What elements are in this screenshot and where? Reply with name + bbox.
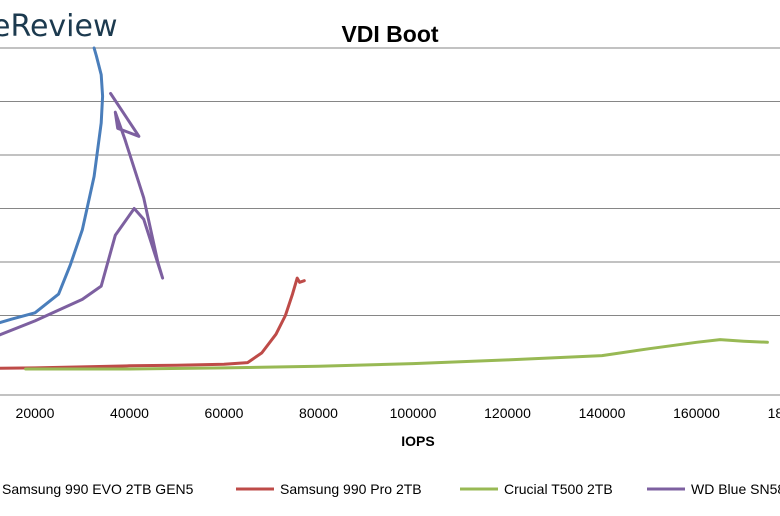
x-tick-label: 160000 bbox=[673, 405, 720, 421]
chart-title: VDI Boot bbox=[341, 21, 438, 47]
x-tick-label: 140000 bbox=[579, 405, 626, 421]
legend-label: WD Blue SN580 bbox=[691, 481, 780, 497]
legend-item-4: WD Blue SN580 bbox=[647, 481, 780, 497]
x-tick-label: 100000 bbox=[390, 405, 437, 421]
series-layer bbox=[0, 46, 769, 371]
series-line-2 bbox=[0, 276, 306, 370]
x-tick-label: 80000 bbox=[299, 405, 338, 421]
legend-item-1: Samsung 990 EVO 2TB GEN5 bbox=[2, 481, 194, 497]
legend-label: Samsung 990 EVO 2TB GEN5 bbox=[2, 481, 194, 497]
brand-logo-text: eReview bbox=[0, 9, 118, 44]
x-tick-label: 180000 bbox=[768, 405, 780, 421]
legend-item-2: Samsung 990 Pro 2TB bbox=[236, 481, 422, 497]
x-axis-label: IOPS bbox=[401, 433, 434, 449]
x-tick-label: 60000 bbox=[205, 405, 244, 421]
x-tick-label: 20000 bbox=[16, 405, 55, 421]
legend: Samsung 990 EVO 2TB GEN5 Samsung 990 Pro … bbox=[2, 481, 780, 497]
x-tick-label: 120000 bbox=[484, 405, 531, 421]
legend-label: Crucial T500 2TB bbox=[504, 481, 613, 497]
legend-item-3: Crucial T500 2TB bbox=[460, 481, 613, 497]
series-line-3 bbox=[24, 338, 769, 371]
series-line-1 bbox=[0, 46, 105, 325]
legend-label: Samsung 990 Pro 2TB bbox=[280, 481, 422, 497]
x-tick-label: 40000 bbox=[110, 405, 149, 421]
series-line-4 bbox=[0, 92, 165, 337]
gridlines bbox=[0, 47, 780, 316]
x-tick-labels: 20000 40000 60000 80000 100000 120000 140000 16… bbox=[16, 405, 780, 421]
